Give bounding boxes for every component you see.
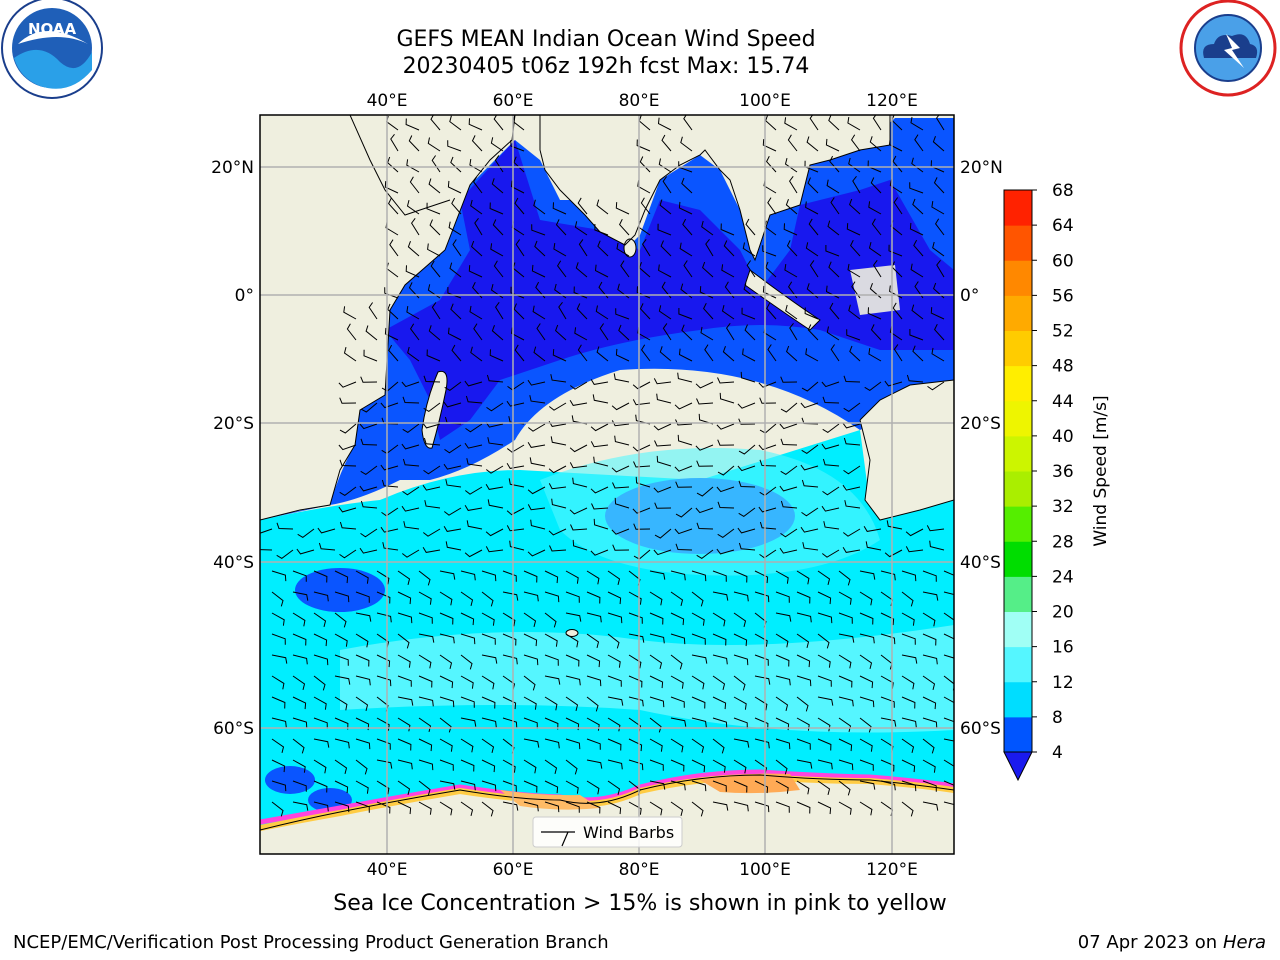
colorbar-tick-label: 44 bbox=[1052, 392, 1074, 412]
colorbar-tick-label: 12 bbox=[1052, 673, 1074, 693]
lat-label-right: 20°S bbox=[960, 414, 1001, 434]
colorbar-tick-label: 4 bbox=[1052, 743, 1063, 763]
colorbar-tick-label: 8 bbox=[1052, 708, 1063, 728]
lat-label-left: 40°S bbox=[213, 553, 254, 573]
colorbar-tick-label: 40 bbox=[1052, 427, 1074, 447]
colorbar-tick-label: 28 bbox=[1052, 532, 1074, 552]
colorbar-bin bbox=[1004, 190, 1032, 226]
colorbar-tick-label: 60 bbox=[1052, 251, 1074, 271]
map-frame bbox=[259, 114, 955, 855]
colorbar-tick-label: 32 bbox=[1052, 497, 1074, 517]
footer-right: 07 Apr 2023 on Hera bbox=[1078, 932, 1266, 953]
caption: Sea Ice Concentration > 15% is shown in … bbox=[333, 891, 947, 916]
colorbar-bin bbox=[1004, 225, 1032, 261]
colorbar-bin bbox=[1004, 541, 1032, 577]
colorbar-bin bbox=[1004, 681, 1032, 718]
lat-labels-right: 20°N 0° 20°S 40°S 60°S bbox=[960, 158, 1003, 739]
noaa-logo-text: NOAA bbox=[28, 20, 77, 38]
footer-date: 07 Apr 2023 on bbox=[1077, 932, 1223, 953]
footer-left: NCEP/EMC/Verification Post Processing Pr… bbox=[13, 932, 609, 953]
colorbar-tick-label: 16 bbox=[1052, 638, 1074, 658]
colorbar-label: Wind Speed [m/s] bbox=[1091, 395, 1111, 546]
lon-labels-top: 40°E 60°E 80°E 100°E 120°E bbox=[367, 91, 918, 111]
graticule bbox=[260, 115, 954, 854]
lat-label-right: 0° bbox=[960, 286, 979, 306]
lat-label-right: 60°S bbox=[960, 719, 1001, 739]
lon-label-top: 120°E bbox=[866, 91, 918, 111]
colorbar-tick-label: 52 bbox=[1052, 322, 1074, 342]
legend-label: Wind Barbs bbox=[583, 823, 674, 842]
colorbar-bin bbox=[1004, 716, 1032, 753]
lon-label-bottom: 60°E bbox=[493, 860, 534, 880]
colorbar-bin bbox=[1004, 330, 1032, 367]
colorbar-bin bbox=[1004, 471, 1032, 507]
colorbar-tick-label: 36 bbox=[1052, 462, 1074, 482]
title-line-1: GEFS MEAN Indian Ocean Wind Speed bbox=[396, 27, 816, 52]
lat-label-right: 20°N bbox=[960, 158, 1003, 178]
colorbar-bin bbox=[1004, 365, 1032, 402]
colorbar-bin bbox=[1004, 295, 1032, 331]
lat-label-left: 0° bbox=[235, 286, 254, 306]
lon-label-top: 60°E bbox=[493, 91, 534, 111]
colorbar-bin bbox=[1004, 646, 1032, 683]
colorbar-tick-label: 24 bbox=[1052, 567, 1074, 587]
colorbar-tick-label: 20 bbox=[1052, 603, 1074, 623]
colorbar-bin bbox=[1004, 400, 1032, 437]
lat-label-right: 40°S bbox=[960, 553, 1001, 573]
lat-label-left: 20°N bbox=[211, 158, 254, 178]
colorbar-bin bbox=[1004, 611, 1032, 648]
lon-labels-bottom: 40°E 60°E 80°E 100°E 120°E bbox=[367, 860, 918, 880]
colorbar-tick-label: 68 bbox=[1052, 181, 1074, 201]
colorbar-tick-label: 64 bbox=[1052, 216, 1074, 236]
colorbar-extend-arrow bbox=[1003, 751, 1033, 782]
colorbar-bin bbox=[1004, 260, 1032, 296]
colorbar-bin bbox=[1004, 435, 1032, 472]
lon-label-bottom: 80°E bbox=[619, 860, 660, 880]
lon-label-top: 40°E bbox=[367, 91, 408, 111]
colorbar-bin bbox=[1004, 506, 1032, 542]
nws-logo bbox=[1179, 0, 1277, 97]
lon-label-top: 100°E bbox=[739, 91, 791, 111]
lon-label-bottom: 100°E bbox=[739, 860, 791, 880]
footer-machine: Hera bbox=[1222, 932, 1266, 953]
lon-label-bottom: 40°E bbox=[367, 860, 408, 880]
lat-labels-left: 20°N 0° 20°S 40°S 60°S bbox=[211, 158, 254, 739]
colorbar-tick-label: 56 bbox=[1052, 286, 1074, 306]
noaa-logo: NOAA bbox=[1, 0, 103, 99]
colorbar-tick-label: 48 bbox=[1052, 357, 1074, 377]
lat-label-left: 60°S bbox=[213, 719, 254, 739]
lat-label-left: 20°S bbox=[213, 414, 254, 434]
colorbar-bin bbox=[1004, 576, 1032, 612]
lon-label-top: 80°E bbox=[619, 91, 660, 111]
legend: Wind Barbs bbox=[532, 816, 683, 848]
title-line-2: 20230405 t06z 192h fcst Max: 15.74 bbox=[402, 54, 810, 79]
lon-label-bottom: 120°E bbox=[866, 860, 918, 880]
